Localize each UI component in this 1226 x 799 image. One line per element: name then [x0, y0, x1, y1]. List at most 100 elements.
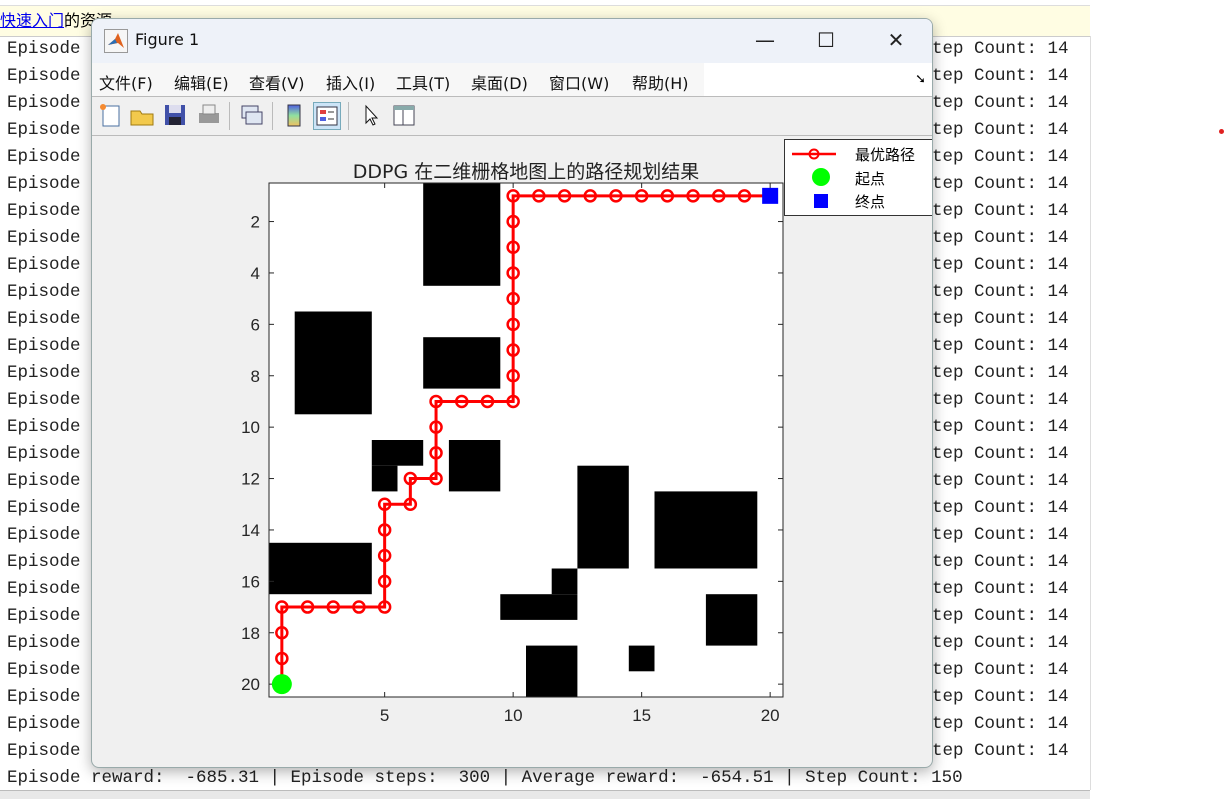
- menu-window[interactable]: 窗口(W): [549, 74, 610, 93]
- menu-tools[interactable]: 工具(T): [396, 74, 451, 93]
- new-figure-icon[interactable]: [97, 102, 123, 128]
- print-icon[interactable]: [196, 102, 222, 128]
- path-marker: [506, 317, 520, 332]
- obstacle: [705, 594, 758, 646]
- open-icon[interactable]: [129, 102, 155, 128]
- path-marker: [634, 189, 649, 203]
- obstacle: [371, 465, 398, 492]
- console-line: Episode tep Count: 14: [7, 576, 1090, 603]
- console-line-right: tep Count: 14: [932, 606, 1069, 626]
- console-line-left: Episode: [7, 525, 81, 545]
- console-line-left: Episode: [7, 174, 81, 194]
- console-line-right: tep Count: 14: [932, 714, 1069, 734]
- property-inspector-icon[interactable]: [391, 102, 417, 128]
- console-line: Episode tep Count: 14: [7, 738, 1090, 765]
- grid-map-axes[interactable]: 5 10 15 20 2 4 6 8 10 12 14 16 18 20: [228, 182, 798, 742]
- figure-toolbar: [92, 97, 932, 136]
- console-line-right: tep Count: 14: [932, 363, 1069, 383]
- path-marker: [506, 189, 520, 203]
- console-line-left: Episode: [7, 660, 81, 680]
- console-line: Episode tep Count: 14: [7, 90, 1090, 117]
- obstacle: [423, 337, 501, 389]
- console-line-right: tep Count: 14: [932, 660, 1069, 680]
- save-icon[interactable]: [162, 102, 188, 128]
- console-line-left: Episode: [7, 714, 81, 734]
- command-window[interactable]: Episode tep Count: 14 Episode tep Count: 14…: [0, 36, 1091, 790]
- menu-view[interactable]: 查看(V): [249, 74, 305, 93]
- console-line-left: Episode: [7, 39, 81, 59]
- obstacle: [448, 440, 501, 492]
- obstacle: [294, 311, 372, 415]
- legend-icon[interactable]: [313, 102, 341, 130]
- path-marker: [429, 471, 443, 486]
- maximize-button[interactable]: ☐: [817, 28, 835, 52]
- console-line-left: Episode: [7, 120, 81, 140]
- y-tick-label: 14: [241, 521, 260, 540]
- console-line: Episode tep Count: 14: [7, 549, 1090, 576]
- obstacle: [551, 568, 578, 595]
- console-line-left: Episode: [7, 336, 81, 356]
- x-tick-label: 20: [761, 706, 780, 725]
- console-line-left: Episode: [7, 579, 81, 599]
- y-tick-label: 12: [241, 470, 260, 489]
- path-marker: [377, 523, 392, 537]
- console-line-left: Episode: [7, 552, 81, 572]
- path-marker: [506, 394, 520, 409]
- menu-insert[interactable]: 插入(I): [326, 74, 376, 93]
- y-tick-label: 6: [251, 315, 260, 334]
- path-marker: [737, 189, 752, 203]
- path-marker: [660, 189, 675, 203]
- minimize-button[interactable]: —: [755, 28, 775, 52]
- toolbar-separator: [272, 102, 273, 130]
- y-tick-label: 2: [251, 213, 260, 232]
- status-strip: [0, 790, 1090, 799]
- path-marker: [377, 574, 392, 589]
- legend-label-start: 起点: [855, 170, 886, 188]
- legend-path-symbol: [792, 148, 836, 160]
- path-marker: [403, 471, 418, 486]
- menu-file[interactable]: 文件(F): [99, 74, 153, 93]
- console-line: Episode tep Count: 14: [7, 630, 1090, 657]
- console-line-right: tep Count: 14: [932, 687, 1069, 707]
- menu-help[interactable]: 帮助(H): [632, 74, 689, 93]
- legend-label-goal: 终点: [855, 193, 886, 211]
- console-line-left: Episode: [7, 687, 81, 707]
- path-line: [280, 194, 771, 685]
- console-line: Episode tep Count: 14: [7, 468, 1090, 495]
- console-line-right: tep Count: 14: [932, 120, 1069, 140]
- console-line-left: Episode: [7, 741, 81, 761]
- console-line-left: Episode: [7, 417, 81, 437]
- path-marker: [609, 189, 623, 203]
- path-marker: [455, 394, 469, 409]
- console-line-right: tep Count: 14: [932, 417, 1069, 437]
- path-marker: [352, 600, 366, 614]
- figure-titlebar[interactable]: Figure 1 — ☐ ✕: [92, 19, 932, 63]
- console-line: Episode tep Count: 14: [7, 495, 1090, 522]
- console-line: Episode tep Count: 14: [7, 684, 1090, 711]
- console-line-right: tep Count: 14: [932, 498, 1069, 518]
- pointer-icon[interactable]: [358, 102, 384, 128]
- path-marker: [506, 266, 520, 280]
- path-marker: [377, 600, 392, 614]
- colorbar-icon[interactable]: [281, 102, 307, 128]
- console-line-right: tep Count: 14: [932, 66, 1069, 86]
- console-line: Episode tep Count: 14: [7, 441, 1090, 468]
- y-tick-label: 20: [241, 675, 260, 694]
- console-line-right: tep Count: 14: [932, 147, 1069, 167]
- legend[interactable]: 最优路径 起点 终点: [784, 139, 932, 216]
- figure-window[interactable]: Figure 1 — ☐ ✕ 文件(F) 编辑(E) 查看(V) 插入(I) 工…: [91, 18, 933, 768]
- console-line-left: Episode: [7, 498, 81, 518]
- console-line-left: Episode: [7, 93, 81, 113]
- menu-edit[interactable]: 编辑(E): [174, 74, 229, 93]
- console-line-left: Episode: [7, 606, 81, 626]
- console-line-right: tep Count: 14: [932, 228, 1069, 248]
- close-button[interactable]: ✕: [887, 28, 905, 52]
- undock-icon[interactable]: ➘: [915, 72, 926, 87]
- path-marker: [275, 626, 289, 640]
- path-marker: [300, 600, 315, 614]
- link-plot-icon[interactable]: [238, 102, 264, 128]
- menu-desktop[interactable]: 桌面(D): [471, 74, 528, 93]
- console-line: Episode tep Count: 14: [7, 360, 1090, 387]
- legend-symbols: [792, 148, 836, 208]
- quick-start-link[interactable]: 快速入门: [0, 11, 65, 30]
